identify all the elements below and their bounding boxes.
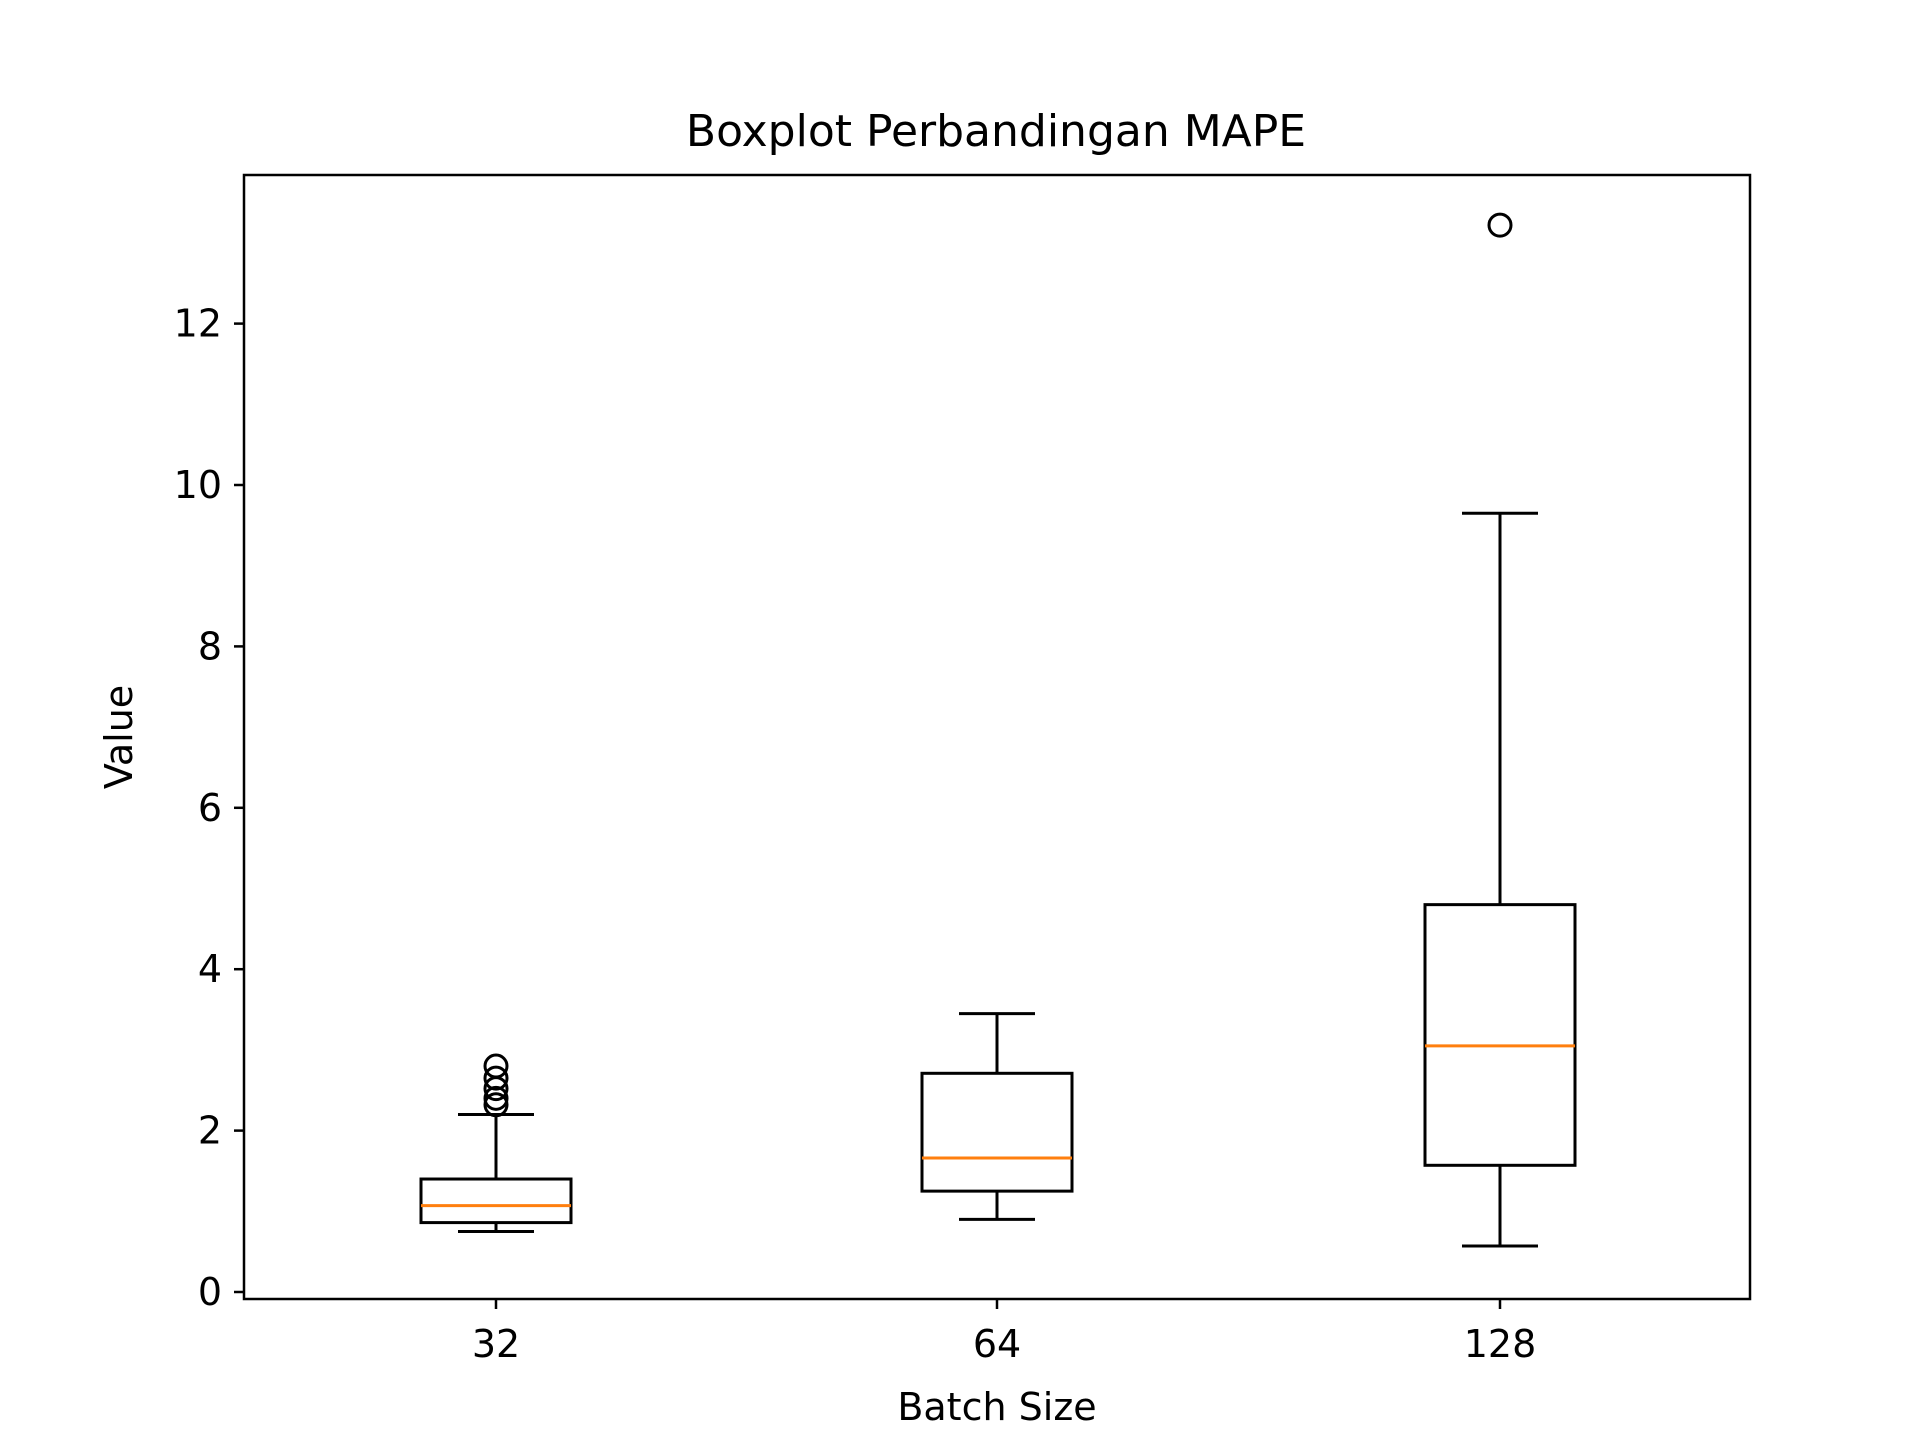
box-iqr (1423, 903, 1577, 1167)
y-tick-label: 2 (198, 1109, 222, 1153)
y-tick-label: 6 (198, 786, 222, 830)
y-tick-label: 0 (198, 1270, 222, 1314)
chart-title: Boxplot Perbandingan MAPE (686, 106, 1306, 157)
plot-frame (242, 173, 1752, 1301)
outlier-point (483, 1092, 509, 1118)
x-axis-label: Batch Size (897, 1385, 1096, 1429)
y-tick-label: 12 (174, 302, 222, 346)
y-tick-label: 4 (198, 947, 222, 991)
box-iqr (419, 1177, 573, 1225)
y-tick-label: 8 (198, 624, 222, 668)
x-tick-label: 64 (973, 1322, 1021, 1366)
x-tick-label: 32 (472, 1322, 520, 1366)
outlier-point (1487, 212, 1513, 238)
outlier-point (483, 1085, 509, 1111)
y-tick-label: 10 (174, 463, 222, 507)
box-iqr (920, 1071, 1074, 1193)
x-tick-label: 128 (1464, 1322, 1537, 1366)
y-axis-label: Value (97, 685, 141, 789)
plot-area: 0 2 4 6 8 10 12 32 64 128 (174, 212, 1577, 1366)
outlier-point (483, 1053, 509, 1079)
outlier-point (483, 1065, 509, 1091)
